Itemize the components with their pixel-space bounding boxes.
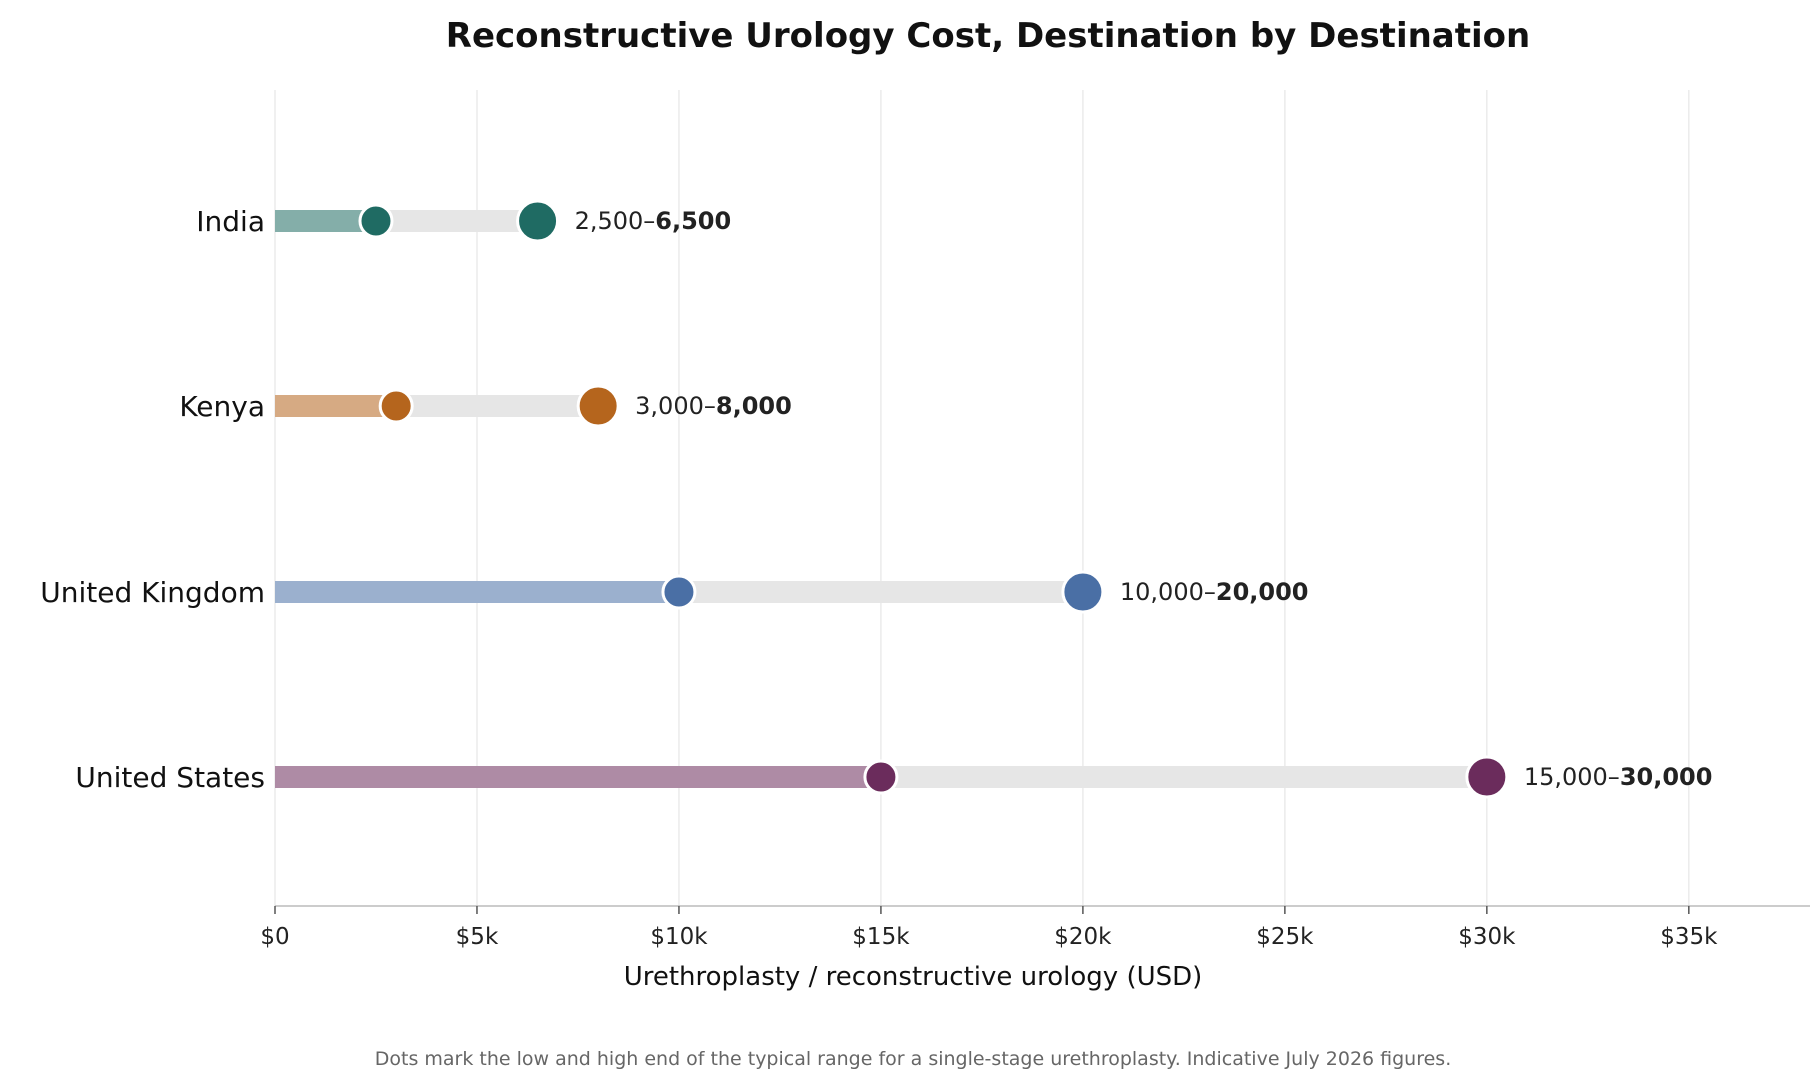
data-label-low: 3,000–: [635, 392, 716, 420]
y-tick-label: United States: [75, 761, 265, 794]
low-dot: [378, 388, 414, 424]
high-dot: [516, 199, 560, 243]
x-tick-label: $30k: [1458, 924, 1516, 950]
low-dot: [661, 574, 697, 610]
low-dot: [358, 203, 394, 239]
x-tick-label: $0: [260, 924, 289, 950]
x-tick-label: $10k: [650, 924, 708, 950]
y-tick-label: United Kingdom: [40, 576, 265, 609]
data-label: 10,000–20,000: [1120, 578, 1309, 606]
x-tick-label: $25k: [1256, 924, 1314, 950]
data-label-high: 20,000: [1216, 578, 1309, 606]
data-label-low: 2,500–: [575, 207, 656, 235]
series: India 2,500–6,500 Kenya 3,000–8,000 United K…: [40, 199, 1713, 799]
y-tick-label: India: [196, 205, 265, 238]
chart-title: Reconstructive Urology Cost, Destination…: [446, 16, 1530, 56]
high-dot: [576, 384, 620, 428]
high-dot: [1465, 755, 1509, 799]
data-label-high: 30,000: [1620, 763, 1713, 791]
x-tick-label: $5k: [456, 924, 499, 950]
x-axis-label: Urethroplasty / reconstructive urology (…: [624, 962, 1203, 992]
data-label: 15,000–30,000: [1524, 763, 1713, 791]
data-label: 2,500–6,500: [575, 207, 732, 235]
x-tick-label: $35k: [1660, 924, 1718, 950]
x-tick-label: $15k: [852, 924, 910, 950]
x-tick-label: $20k: [1054, 924, 1112, 950]
data-label-low: 10,000–: [1120, 578, 1216, 606]
data-label-low: 15,000–: [1524, 763, 1620, 791]
y-tick-label: Kenya: [179, 390, 265, 423]
footnote: Dots mark the low and high end of the ty…: [375, 1048, 1452, 1070]
data-label: 3,000–8,000: [635, 392, 792, 420]
data-label-high: 8,000: [716, 392, 792, 420]
low-dot: [863, 759, 899, 795]
x-ticks: $0 $5k $10k $15k $20k $25k $30k $35k: [260, 906, 1718, 950]
high-dot: [1061, 570, 1105, 614]
data-label-high: 6,500: [655, 207, 731, 235]
